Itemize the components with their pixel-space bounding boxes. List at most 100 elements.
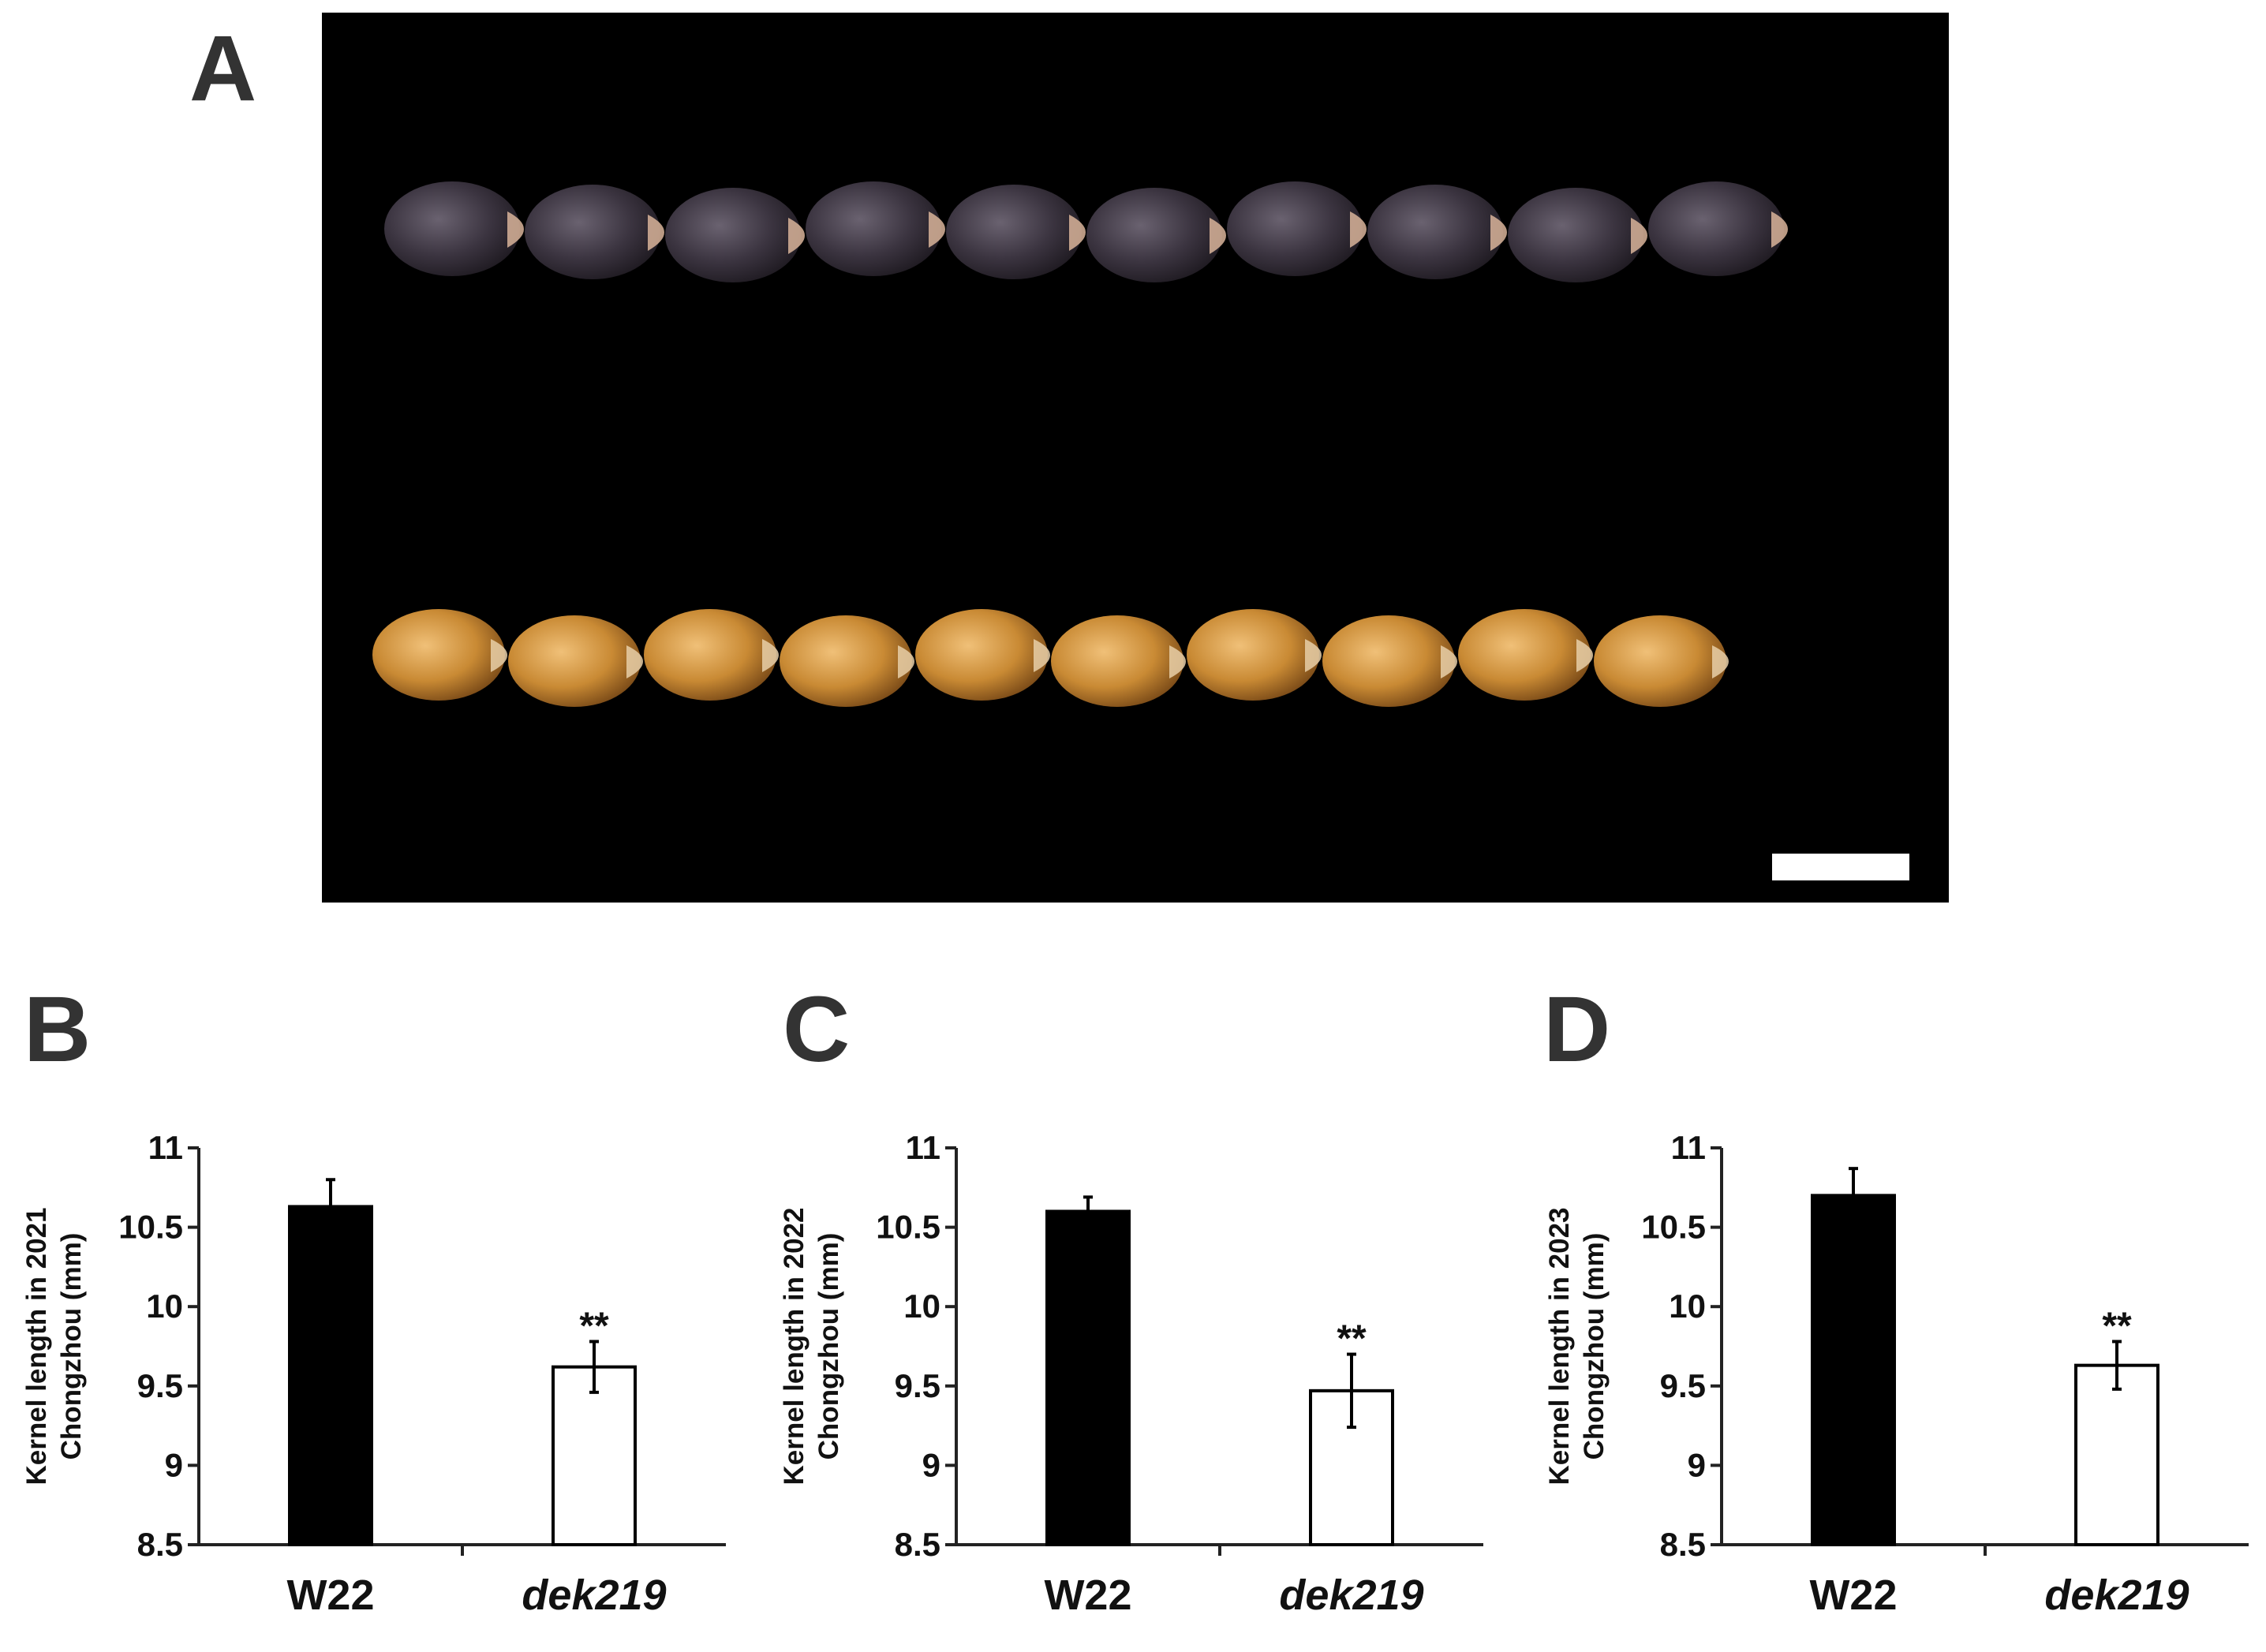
yellow-kernel-tip [1305,639,1322,672]
purple-kernel-tip [648,215,664,251]
kernel-photo-canvas [372,181,1909,880]
yellow-kernel [1458,609,1593,701]
purple-kernel [806,181,945,276]
yellow-kernel-body [508,615,641,707]
y-axis-label-line2: Chongzhou (mm) [56,1233,87,1460]
purple-kernel-tip [1210,218,1226,254]
purple-kernel-body [806,181,941,276]
yellow-kernel [915,609,1050,701]
purple-kernel-tip [1631,218,1647,254]
bar-w22 [1045,1209,1131,1546]
y-tick-label: 8.5 [895,1526,940,1563]
chart-d: Kernel length in 2023 Chongzhou (mm) 8.5 9 9… [1523,1097,2266,1648]
yellow-kernel-body [1458,609,1591,701]
category-label: dek219 [2044,1572,2189,1619]
purple-kernel [1227,181,1367,276]
category-label: dek219 [522,1572,666,1619]
y-axis-label-line2: Chongzhou (mm) [1579,1233,1610,1460]
y-tick-label: 10.5 [1641,1209,1706,1246]
purple-kernel-tip [507,211,524,248]
y-tick-label: 8.5 [1660,1526,1706,1563]
y-axis-label-line1: Kernel length in 2021 [21,1207,52,1485]
chart-b-svg: Kernel length in 2021 Chongzhou (mm) 8.5 9 9… [21,1129,726,1619]
yellow-kernel-tip [491,639,507,672]
scale-bar [1772,854,1909,880]
y-axis-label-line2: Chongzhou (mm) [813,1233,844,1460]
y-axis-label-line1: Kernel length in 2023 [1544,1207,1575,1485]
kernel-photo [322,13,1949,903]
chart-b: Kernel length in 2021 Chongzhou (mm) 8.5 9 9… [0,1097,773,1648]
bar-w22 [1811,1194,1896,1547]
yellow-kernel-tip [762,639,779,672]
chart-c: Kernel length in 2022 Chongzhou (mm) 8.5 9 9… [757,1097,1531,1648]
yellow-kernel-tip [1712,645,1729,678]
yellow-kernel-body [780,615,912,707]
panel-label-b: B [24,977,92,1082]
y-tick-label: 9.5 [1660,1367,1706,1404]
y-tick-label: 10 [903,1288,940,1325]
yellow-kernel-body [1051,615,1183,707]
category-label: W22 [286,1572,374,1619]
purple-kernel-tip [788,218,805,254]
purple-kernel [665,188,805,282]
purple-kernel-tip [1350,211,1367,248]
category-label: dek219 [1279,1572,1423,1619]
panel-label-a: A [189,17,257,121]
purple-kernel [946,185,1086,279]
chart-d-svg: Kernel length in 2023 Chongzhou (mm) 8.5 9 9… [1544,1129,2249,1619]
yellow-kernel [372,609,507,701]
purple-kernel [1086,188,1226,282]
yellow-kernel [1322,615,1457,707]
purple-kernel-tip [1771,211,1788,248]
chart-c-svg: Kernel length in 2022 Chongzhou (mm) 8.5 9 9… [779,1129,1483,1619]
y-tick-label: 9.5 [137,1367,183,1404]
purple-kernel [384,181,524,276]
yellow-kernel-tip [898,645,914,678]
y-tick-label: 11 [1671,1129,1706,1166]
purple-kernel-body [1367,185,1503,279]
significance-mark: ** [2102,1305,2132,1347]
purple-kernel-body [665,188,801,282]
yellow-kernel-body [1594,615,1726,707]
panel-label-c: C [783,977,851,1082]
purple-kernel-row [384,181,1788,282]
yellow-kernel-body [372,609,505,701]
purple-kernel-body [1508,188,1643,282]
yellow-kernel [1594,615,1729,707]
yellow-kernel-tip [1169,645,1186,678]
yellow-kernel-body [1322,615,1455,707]
purple-kernel-tip [1069,215,1086,251]
bar-dek219 [2074,1363,2159,1547]
y-tick-label: 10 [1669,1288,1706,1325]
purple-kernel [525,185,664,279]
yellow-kernel-body [915,609,1048,701]
y-axis-label-line1: Kernel length in 2022 [779,1207,810,1485]
yellow-kernel-tip [626,645,643,678]
y-tick-label: 9.5 [895,1367,940,1404]
category-label: W22 [1044,1572,1131,1619]
significance-mark: ** [579,1305,609,1347]
yellow-kernel-tip [1034,639,1050,672]
purple-kernel [1508,188,1647,282]
y-tick-label: 10.5 [876,1209,940,1246]
bar-dek219 [552,1365,637,1546]
y-tick-label: 11 [148,1129,183,1166]
y-tick-label: 10.5 [118,1209,183,1246]
yellow-kernel-row [372,609,1729,707]
purple-kernel-body [1086,188,1222,282]
category-label: W22 [1809,1572,1897,1619]
purple-kernel-tip [1490,215,1507,251]
purple-kernel-body [384,181,520,276]
purple-kernel [1648,181,1788,276]
yellow-kernel-body [1187,609,1319,701]
yellow-kernel-body [644,609,776,701]
y-tick-label: 9 [1688,1446,1706,1483]
significance-mark: ** [1337,1318,1367,1360]
yellow-kernel-tip [1441,645,1457,678]
bar-w22 [288,1205,373,1546]
purple-kernel-body [525,185,660,279]
y-tick-label: 11 [906,1129,940,1166]
y-tick-label: 8.5 [137,1526,183,1563]
purple-kernel-tip [929,211,945,248]
yellow-kernel [1187,609,1322,701]
